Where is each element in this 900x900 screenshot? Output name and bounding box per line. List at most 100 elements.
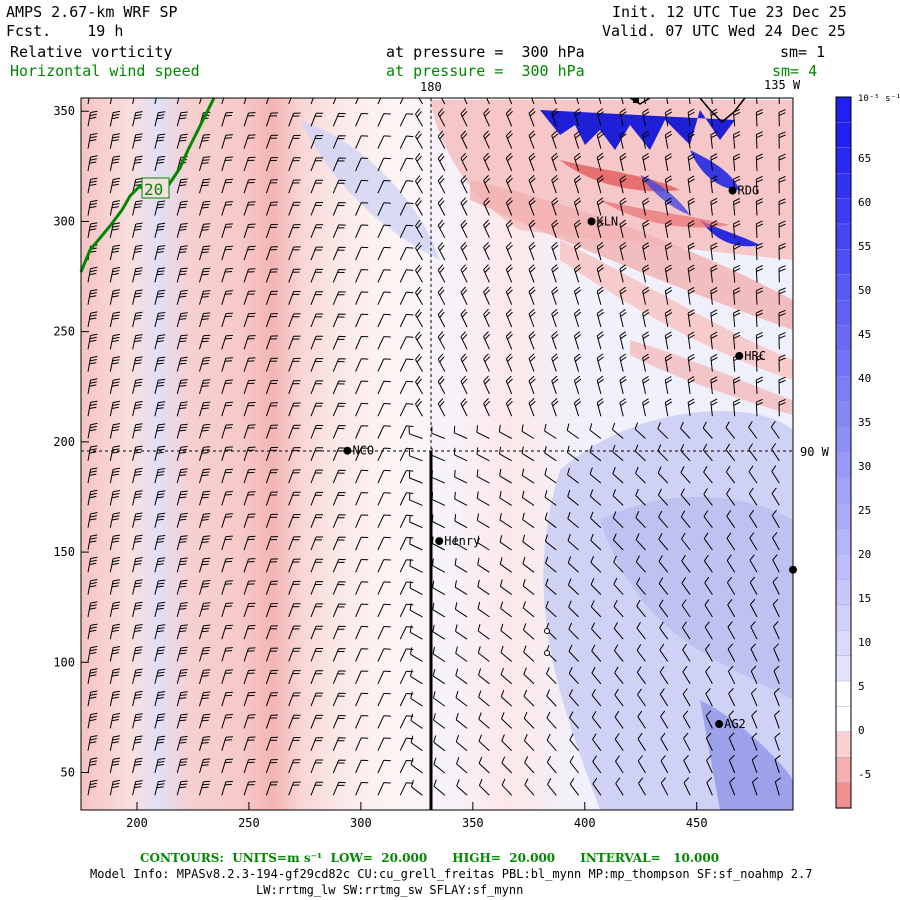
wind-barb [265, 603, 279, 618]
wind-barb [751, 777, 759, 796]
wind-barb [415, 398, 423, 417]
wind-barb [310, 714, 324, 729]
wind-barb [460, 242, 468, 261]
wind-barb [755, 220, 764, 238]
wind-barb [176, 713, 188, 729]
wind-barb [688, 98, 691, 105]
wind-barb [199, 691, 211, 707]
wind-barb [243, 245, 256, 261]
wind-barb [619, 130, 627, 149]
wind-barb [657, 422, 669, 439]
wind-barb [687, 175, 695, 194]
wind-barb [87, 378, 98, 394]
wind-barb [221, 446, 233, 461]
wind-barb [437, 331, 446, 350]
wind-barb [454, 491, 468, 506]
wind-barb [706, 754, 713, 774]
wind-barb [154, 334, 166, 350]
wind-barb [265, 625, 279, 640]
wind-barb [637, 732, 646, 751]
wind-barb [377, 380, 391, 395]
wind-barb [705, 710, 713, 729]
wind-barb [664, 219, 673, 238]
wind-barb [332, 358, 346, 372]
wind-barbs [87, 98, 786, 796]
wind-barb [567, 467, 579, 484]
wind-barb [310, 202, 324, 216]
wind-barb [778, 332, 786, 350]
wind-barb [199, 423, 211, 439]
wind-barb [332, 425, 346, 439]
wind-barb [596, 197, 604, 216]
wind-barb [460, 197, 468, 216]
wind-barb [377, 246, 391, 261]
wind-barb [221, 513, 233, 528]
wind-barb [409, 492, 423, 506]
wind-barb [658, 577, 669, 595]
wind-barb [437, 308, 446, 328]
wind-barb [456, 779, 468, 796]
wind-barb [483, 331, 491, 350]
wind-barb [410, 669, 423, 685]
wind-barb [658, 510, 669, 529]
wind-barb [409, 581, 423, 596]
wind-barb [528, 108, 536, 127]
wind-barb [682, 643, 691, 662]
wind-barb [154, 780, 166, 796]
wind-barb [87, 289, 98, 305]
wind-barb [221, 669, 233, 684]
wind-barb [455, 668, 468, 685]
wind-barb [727, 665, 736, 685]
x-axis: 200 250 300 350 400 450 [126, 802, 708, 830]
wind-barb [545, 578, 557, 595]
wind-barb [132, 467, 143, 484]
wind-barb [680, 466, 691, 484]
wind-barb [477, 535, 490, 551]
wind-barb [569, 711, 579, 729]
wind-barb [755, 398, 764, 417]
wind-barb [109, 378, 121, 395]
wind-barb [705, 688, 713, 707]
wind-barb [710, 353, 718, 372]
wind-barb [109, 490, 121, 506]
wind-barb [528, 331, 536, 350]
wind-barb [460, 286, 468, 305]
wind-barb [176, 446, 188, 461]
wind-barb [288, 201, 301, 216]
wind-barb [199, 580, 211, 595]
wind-barb [288, 380, 301, 395]
wind-barb [332, 469, 346, 484]
wind-barb [132, 512, 143, 528]
wind-barb [288, 781, 301, 796]
wind-barb [176, 535, 188, 551]
wind-barb [176, 468, 188, 484]
station-dot [735, 351, 744, 360]
wind-barb [132, 601, 143, 618]
wind-barb [199, 223, 211, 238]
wind-barb [500, 645, 513, 662]
wind-barb [666, 98, 669, 105]
wind-barb [132, 646, 143, 662]
wind-barb [681, 577, 691, 595]
wind-barb [176, 289, 188, 305]
wind-barb [176, 334, 188, 350]
wind-barb [332, 715, 346, 729]
wind-barb [727, 643, 736, 662]
wind-barb [551, 353, 559, 372]
wind-barb [634, 422, 646, 439]
wind-barb [619, 242, 627, 261]
wind-barb [377, 98, 382, 105]
wind-barb [778, 131, 786, 149]
wind-barb [310, 536, 324, 551]
wind-barb [596, 242, 604, 261]
wind-barb [377, 581, 391, 595]
wind-barb [460, 219, 468, 239]
wind-barb [528, 398, 536, 417]
wind-barb [596, 375, 604, 395]
wind-barb [710, 287, 718, 305]
wind-barb [221, 98, 225, 105]
wind-barb [682, 688, 691, 707]
wind-barb [460, 130, 468, 149]
wind-barb [591, 666, 602, 685]
colorbar-frame [835, 96, 852, 809]
